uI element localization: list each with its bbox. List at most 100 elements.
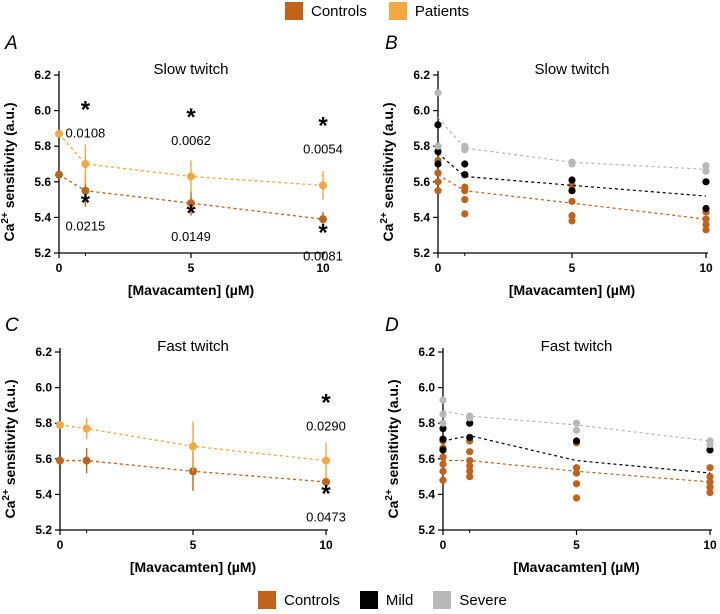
data-point-severe [434, 142, 442, 150]
data-point-controls [572, 464, 581, 472]
data-point-controls [706, 478, 714, 486]
panel-letter: A [4, 33, 18, 54]
x-tick-label: 0 [56, 261, 63, 275]
data-point-controls [466, 448, 474, 456]
y-tick-label: 6.0 [35, 381, 52, 395]
p-value-label: 0.0290 [306, 419, 346, 434]
series-line-patients [58, 133, 324, 187]
data-point-mild [461, 160, 469, 168]
y-tick-label: 5.8 [418, 416, 435, 430]
data-point-mild [434, 147, 442, 156]
x-tick-label: 10 [316, 261, 330, 275]
y-axis-label: Ca2+ sensitivity (a.u.) [384, 379, 401, 518]
y-tick-label: 5.4 [418, 487, 435, 501]
data-point-controls [706, 489, 714, 497]
data-point-controls [439, 460, 447, 468]
data-point-patients [189, 442, 197, 451]
panel-c: C Fast twitch 5.2 5.4 5.6 5.8 6.0 6.2 0 5 10 [Mavac… [1, 315, 346, 575]
x-axis-label: [Mavacamten] (µM) [128, 282, 254, 298]
data-point-controls [568, 197, 576, 205]
significance-star: * [186, 200, 196, 227]
data-point-controls [81, 186, 90, 195]
panel-letter: D [385, 315, 399, 336]
y-tick-label: 6.0 [418, 381, 435, 395]
data-point-controls [82, 456, 91, 465]
panel-letter: B [385, 33, 398, 54]
data-point-severe [702, 167, 710, 175]
legend-item-mild: Mild [359, 591, 414, 609]
series-line-controls [60, 459, 327, 483]
legend-label-severe: Severe [459, 591, 507, 609]
y-tick-label: 5.8 [413, 139, 430, 153]
data-point-patients [82, 424, 91, 433]
data-point-severe [439, 410, 447, 418]
panel-a: A Slow twitch 5.2 5.4 5.6 5.8 6.0 6.2 0 5 10 [Mavac… [0, 33, 343, 298]
y-tick-label: 5.4 [34, 210, 51, 224]
data-point-controls [706, 483, 714, 491]
x-tick-label: 5 [188, 261, 195, 275]
legend-item-severe: Severe [433, 591, 507, 609]
y-axis-label: Ca2+ sensitivity (a.u.) [379, 102, 396, 241]
x-tick-label: 10 [319, 538, 333, 552]
legend-item-controls: Controls [258, 591, 340, 609]
panel-d: D Fast twitch 5.2 5.4 5.6 5.8 6.0 6.2 0 5 10 [Mavac… [384, 315, 717, 575]
data-point-mild [572, 437, 581, 445]
x-tick-label: 5 [573, 538, 580, 552]
data-point-mild [702, 204, 710, 213]
legend-bottom: Controls Mild Severe [258, 591, 507, 609]
data-point-patients [319, 181, 327, 190]
trend-line-controls [437, 174, 707, 220]
y-tick-label: 5.2 [413, 246, 430, 260]
data-point-controls [702, 215, 710, 223]
x-axis-label: [Mavacamten] (µM) [509, 282, 635, 298]
legend-swatch-controls [258, 591, 276, 609]
x-tick-label: 5 [569, 261, 576, 275]
data-point-severe [572, 426, 581, 434]
data-point-mild [706, 446, 714, 454]
y-tick-label: 6.2 [35, 345, 52, 359]
panel-letter: C [5, 315, 19, 336]
trend-line-controls [443, 459, 711, 483]
p-value-label: 0.0108 [66, 126, 106, 141]
data-point-mild [461, 171, 469, 179]
trend-line-mild [437, 152, 707, 197]
significance-star: * [81, 97, 91, 124]
data-point-controls [706, 473, 714, 481]
data-point-mild [439, 424, 447, 433]
data-point-controls [466, 456, 474, 465]
y-tick-label: 6.0 [34, 104, 51, 118]
data-point-controls [55, 170, 63, 179]
data-point-controls [572, 469, 581, 477]
data-point-controls [568, 217, 576, 225]
data-point-controls [322, 477, 330, 486]
x-axis-label: [Mavacamten] (µM) [513, 559, 639, 575]
legend-item-controls: Controls [285, 2, 367, 20]
data-point-severe [466, 414, 474, 422]
data-point-controls [439, 476, 447, 484]
y-tick-label: 5.2 [34, 246, 51, 260]
y-axis-label: Ca2+ sensitivity (a.u.) [1, 379, 18, 518]
data-point-controls [568, 181, 576, 189]
data-point-mild [568, 187, 576, 195]
data-point-controls [439, 467, 447, 475]
data-point-patients [187, 172, 195, 181]
y-tick-label: 5.8 [35, 416, 52, 430]
data-point-severe [434, 89, 442, 97]
significance-star: * [318, 113, 328, 140]
data-point-controls [439, 453, 447, 461]
data-point-mild [702, 178, 710, 186]
data-point-severe [706, 440, 714, 449]
data-point-mild [568, 176, 576, 184]
data-point-mild [439, 435, 447, 443]
legend-item-patients: Patients [388, 2, 469, 20]
data-point-patients [55, 129, 63, 138]
data-point-controls [568, 212, 576, 220]
p-value-label: 0.0081 [303, 249, 343, 264]
legend-label-mild: Mild [385, 591, 414, 609]
data-point-controls [466, 462, 474, 470]
y-tick-label: 5.6 [418, 452, 435, 466]
y-tick-label: 5.8 [34, 139, 51, 153]
data-point-mild [434, 160, 442, 168]
y-tick-label: 6.2 [418, 345, 435, 359]
data-point-controls [434, 187, 442, 195]
